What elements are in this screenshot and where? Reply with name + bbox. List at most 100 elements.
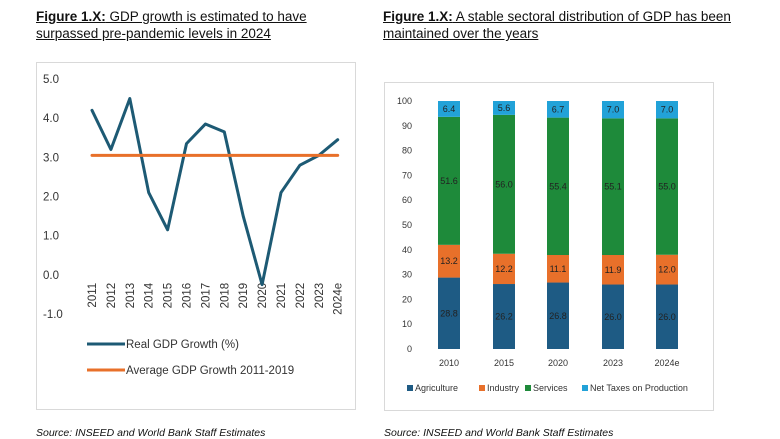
y-tick-label: 2.0 <box>43 192 59 204</box>
right-figure-label: Figure 1.X: <box>383 9 453 24</box>
data-label: 6.4 <box>443 104 456 114</box>
y-tick-label: 90 <box>402 121 412 131</box>
gdp-growth-line-chart: 5.0 4.0 3.0 2.0 1.0 0.0 -1.0 2011 2012 2013 2014 20… <box>43 74 345 377</box>
legend-label: Agriculture <box>415 383 458 393</box>
bar-segment <box>493 284 515 349</box>
y-tick-label: 10 <box>402 319 412 329</box>
y-tick-label: 20 <box>402 294 412 304</box>
x-tick-label: 2015 <box>494 358 514 368</box>
data-label: 6.7 <box>552 104 565 114</box>
bar-segment <box>493 253 515 285</box>
data-label: 55.0 <box>658 182 676 192</box>
y-tick-label: 50 <box>402 220 412 230</box>
bar-segment <box>602 118 624 256</box>
x-tick-label: 2016 <box>182 283 194 309</box>
bar-segment <box>493 101 515 115</box>
data-label: 55.4 <box>549 181 567 191</box>
bar-segment <box>493 114 515 254</box>
data-label: 55.1 <box>604 182 622 192</box>
y-tick-label: 0 <box>407 344 412 354</box>
legend-label: Real GDP Growth (%) <box>126 339 239 351</box>
legend-swatch <box>525 385 531 391</box>
bar-segment <box>656 118 678 255</box>
data-label: 12.2 <box>495 264 513 274</box>
left-figure-title: Figure 1.X: GDP growth is estimated to h… <box>36 8 356 42</box>
right-figure-title-text: A stable sectoral distribution of GDP ha… <box>383 9 731 41</box>
bar-segment <box>547 255 569 283</box>
y-tick-label: 100 <box>397 96 412 106</box>
data-label: 56.0 <box>495 179 513 189</box>
x-tick-label: 2021 <box>276 283 288 309</box>
left-figure-label: Figure 1.X: <box>36 9 106 24</box>
x-tick-label: 2010 <box>439 358 459 368</box>
bar-segment <box>438 116 460 245</box>
left-figure-title-text: GDP growth is estimated to have surpasse… <box>36 9 307 41</box>
y-tick-label: -1.0 <box>43 309 63 321</box>
bar-segment <box>438 101 460 117</box>
data-label: 26.0 <box>658 312 676 322</box>
right-source-note: Source: INSEED and World Bank Staff Esti… <box>384 427 614 439</box>
y-tick-label: 70 <box>402 170 412 180</box>
gdp-sector-stacked-bar-chart: 0 10 20 30 40 50 60 70 80 90 100 28.8 13.2 51.6 6.4 201… <box>397 96 688 393</box>
bar-segment <box>656 284 678 349</box>
data-label: 5.6 <box>498 103 511 113</box>
x-tick-label: 2012 <box>106 283 118 309</box>
right-figure-title: Figure 1.X: A stable sectoral distributi… <box>383 8 753 42</box>
bar-segment <box>547 101 569 118</box>
x-tick-label: 2017 <box>200 283 212 309</box>
data-label: 28.8 <box>440 308 458 318</box>
legend-swatch <box>582 385 588 391</box>
line-chart-panel: 5.0 4.0 3.0 2.0 1.0 0.0 -1.0 2011 2012 2013 2014 20… <box>36 62 356 410</box>
x-tick-label: 2015 <box>163 283 175 309</box>
y-tick-label: 3.0 <box>43 152 59 164</box>
x-tick-label: 2023 <box>314 283 326 309</box>
bar-segment <box>438 244 460 278</box>
legend-label: Net Taxes on Production <box>590 383 688 393</box>
x-tick-label: 2014 <box>144 282 156 308</box>
y-tick-label: 80 <box>402 146 412 156</box>
bar-segment <box>656 254 678 285</box>
bar-segment <box>602 284 624 349</box>
data-label: 13.2 <box>440 256 458 266</box>
legend-label: Average GDP Growth 2011-2019 <box>126 365 294 377</box>
bar-segment <box>438 277 460 349</box>
data-label: 11.9 <box>605 265 622 275</box>
legend-label: Services <box>533 383 568 393</box>
x-tick-label: 2019 <box>238 283 250 309</box>
data-label: 11.1 <box>550 264 567 274</box>
bar-segment <box>602 101 624 119</box>
x-tick-label: 2013 <box>125 283 137 309</box>
bar-segment <box>602 255 624 285</box>
data-label: 26.0 <box>604 312 622 322</box>
y-tick-label: 60 <box>402 195 412 205</box>
bar-segment <box>547 282 569 349</box>
x-tick-label: 2011 <box>87 283 99 308</box>
x-tick-label: 2023 <box>603 358 623 368</box>
legend-swatch <box>479 385 485 391</box>
legend-label: Industry <box>487 383 520 393</box>
x-tick-label: 2024e <box>333 283 345 315</box>
bar-segment <box>547 117 569 256</box>
data-label: 7.0 <box>607 105 620 115</box>
y-tick-label: 4.0 <box>43 113 59 125</box>
y-tick-label: 5.0 <box>43 74 59 86</box>
x-tick-label: 2020 <box>257 283 269 309</box>
y-tick-label: 1.0 <box>43 231 59 243</box>
bar-segment <box>656 101 678 119</box>
y-tick-label: 30 <box>402 270 412 280</box>
data-label: 26.8 <box>549 311 567 321</box>
left-source-note: Source: INSEED and World Bank Staff Esti… <box>36 427 266 439</box>
data-label: 51.6 <box>440 176 458 186</box>
x-tick-label: 2020 <box>548 358 568 368</box>
data-label: 12.0 <box>658 265 676 275</box>
y-tick-label: 0.0 <box>43 270 59 282</box>
x-tick-label: 2018 <box>219 283 231 309</box>
y-tick-label: 40 <box>402 245 412 255</box>
real-gdp-growth-line <box>90 97 340 287</box>
x-tick-label: 2022 <box>295 283 307 309</box>
legend-swatch <box>407 385 413 391</box>
data-label: 7.0 <box>661 105 674 115</box>
x-tick-label: 2024e <box>654 358 679 368</box>
data-label: 26.2 <box>495 312 513 322</box>
stacked-bar-chart-panel: 0 10 20 30 40 50 60 70 80 90 100 28.8 13.2 51.6 6.4 201… <box>384 82 714 411</box>
